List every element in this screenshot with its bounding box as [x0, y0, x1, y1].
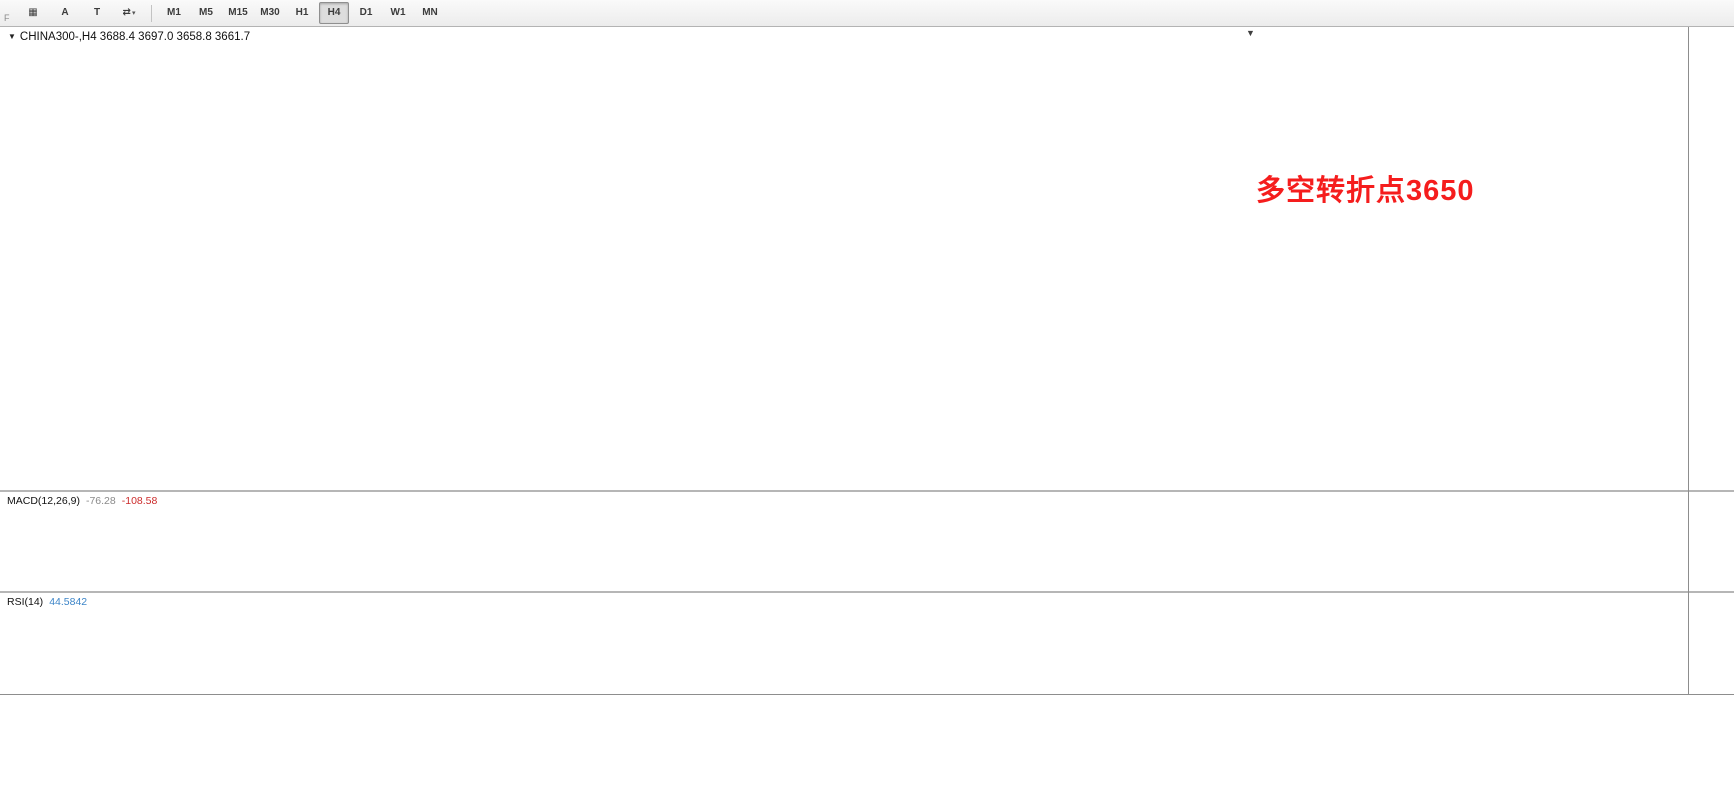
chart-title-text: CHINA300-,H4 3688.4 3697.0 3658.8 3661.7	[19, 31, 251, 43]
toolbar: ▦ A T ⇄▾ M1 M5 M15 M30 H1 H4 D1 W1 MN	[0, 0, 1734, 27]
symbol-dropdown-icon: ▼	[8, 32, 16, 41]
timeframe-m5-button[interactable]: M5	[199, 7, 213, 18]
axis-border	[1688, 27, 1689, 694]
annotation-text: 多空转折点3650	[1256, 175, 1475, 207]
rsi-canvas[interactable]	[0, 593, 300, 743]
macd-signal-value: -108.58	[121, 495, 158, 507]
chart-type-button[interactable]: ▦	[28, 7, 38, 18]
time-axis[interactable]	[0, 694, 1734, 712]
macd-label: MACD(12,26,9) -76.28 -108.58	[7, 495, 157, 507]
text-tool-button[interactable]: T	[93, 7, 101, 18]
macd-main-value: -76.28	[85, 495, 116, 507]
timeframe-m15-button[interactable]: M15	[228, 7, 248, 18]
price-shift-marker-icon: ▼	[1246, 28, 1255, 38]
rsi-value: 44.5842	[49, 596, 88, 608]
chevron-down-icon: ▾	[131, 10, 136, 17]
timeframe-buttons: M1 M5 M15 M30 H1 H4 D1 W1 MN	[159, 2, 445, 24]
timeframe-mn-button[interactable]: MN	[422, 7, 438, 18]
timeframe-d1-button[interactable]: D1	[359, 7, 373, 18]
panel-separator-macd[interactable]	[0, 490, 1734, 492]
macd-name: MACD(12,26,9)	[7, 495, 80, 507]
rsi-label: RSI(14) 44.5842	[7, 596, 87, 608]
timeframe-m1-button[interactable]: M1	[167, 7, 181, 18]
cursor-a-button[interactable]: A	[61, 7, 69, 18]
price-chart-canvas[interactable]	[0, 27, 1688, 490]
timeframe-w1-button[interactable]: W1	[390, 7, 406, 18]
timeframe-h1-button[interactable]: H1	[295, 7, 309, 18]
timeframe-h4-button[interactable]: H4	[319, 2, 349, 24]
panel-separator-rsi[interactable]	[0, 591, 1734, 593]
toolbar-f-label: F	[4, 13, 10, 23]
rsi-name: RSI(14)	[7, 596, 44, 608]
toolbar-tools: ▦ A T ⇄▾	[18, 2, 144, 24]
price-axis[interactable]	[1689, 27, 1734, 694]
timeframe-m30-button[interactable]: M30	[260, 7, 280, 18]
toolbar-separator	[151, 4, 152, 22]
arrows-tool-button[interactable]: ⇄▾	[122, 7, 136, 18]
chart-title: ▼ CHINA300-,H4 3688.4 3697.0 3658.8 3661.…	[8, 31, 250, 43]
